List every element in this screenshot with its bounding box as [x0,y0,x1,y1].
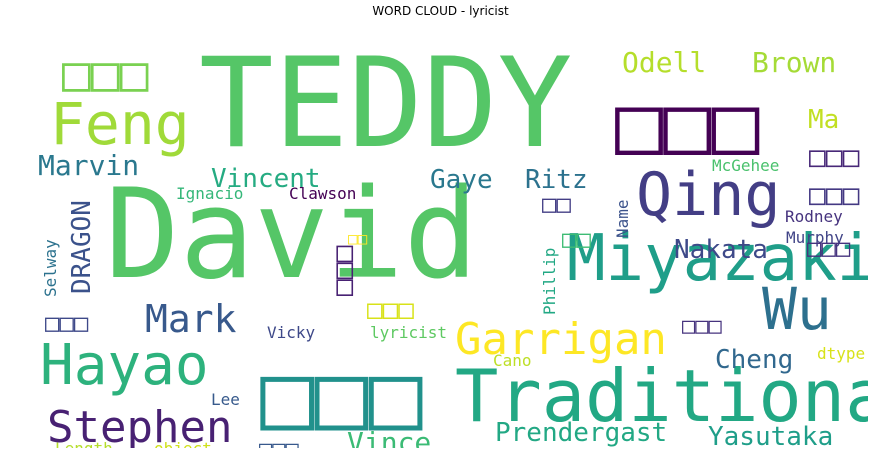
word-selway-29: Selway [41,239,60,297]
word-glyph-49: □□□ [367,295,414,325]
word-mark-10: Mark [145,297,237,341]
word-clawson-25: Clawson [289,184,356,203]
word-glyph-43: □□□ [809,178,860,211]
word-feng-5: Feng [50,90,190,158]
word-glyph-50: □□□ [45,309,89,337]
word-mcgehee-26: McGehee [712,156,779,175]
word-dragon-23: DRAGON [67,200,97,294]
word-glyph-45: □□ [542,190,571,218]
word-lyricist-33: lyricist [370,323,447,342]
word-hayao-6: Hayao [40,333,209,398]
word-length-37: Length [55,439,113,448]
word-vince-21: Vince [347,426,431,448]
word-glyph-51: □□□ [807,234,851,262]
word-marvin-13: Marvin [38,149,139,182]
word-glyph-41: □□□ [62,46,149,102]
word-stephen-9: Stephen [47,402,232,448]
word-phillip-30: Phillip [540,248,559,315]
word-odell-11: Odell [622,46,706,79]
word-yasutaka-20: Yasutaka [708,422,833,448]
word-rodney-27: Rodney [785,207,843,226]
word-teddy-0: TEDDY [199,32,572,176]
chart-title: WORD CLOUD - lyricist [372,4,509,18]
word-dtype-35: dtype [817,344,865,363]
word-glyph-42: □□□ [809,140,860,173]
word-glyph-47: □□ [348,229,368,248]
word-cheng-18: Cheng [715,345,793,375]
word-gaye-15: Gaye [430,165,493,195]
word-wu-7: Wu [762,275,832,343]
word-vicky-32: Vicky [267,323,316,342]
word-nakata-17: Nakata [674,235,768,265]
word-ignacio-24: Ignacio [176,184,243,203]
word-glyph-52: □□□ [259,437,299,448]
word-garrigan-8: Garrigan [455,314,667,365]
word-glyph-40: □□□ [260,344,423,448]
word-prendergast-19: Prendergast [495,418,667,448]
word-glyph-44: □□□ [682,314,722,339]
word-glyph-46: □□ [562,225,591,253]
word-glyph-39: □□□ [615,78,760,171]
word-glyph-48: □□□ [326,245,359,296]
word-traditional-2: Traditional [455,354,868,438]
word-murphy-28: Murphy [786,228,844,247]
word-name-31: Name [613,199,632,238]
word-object-38: object [154,439,212,448]
word-vincent-14: Vincent [211,164,321,194]
word-david-1: David [105,163,478,307]
word-miyazaki-3: Miyazaki [567,222,868,296]
word-ritz-16: Ritz [525,165,588,195]
word-lee-36: Lee [211,390,240,409]
word-ma-22: Ma [808,105,839,135]
word-qing-4: Qing [636,160,781,230]
word-brown-12: Brown [752,46,836,79]
word-cano-34: Cano [493,351,532,370]
